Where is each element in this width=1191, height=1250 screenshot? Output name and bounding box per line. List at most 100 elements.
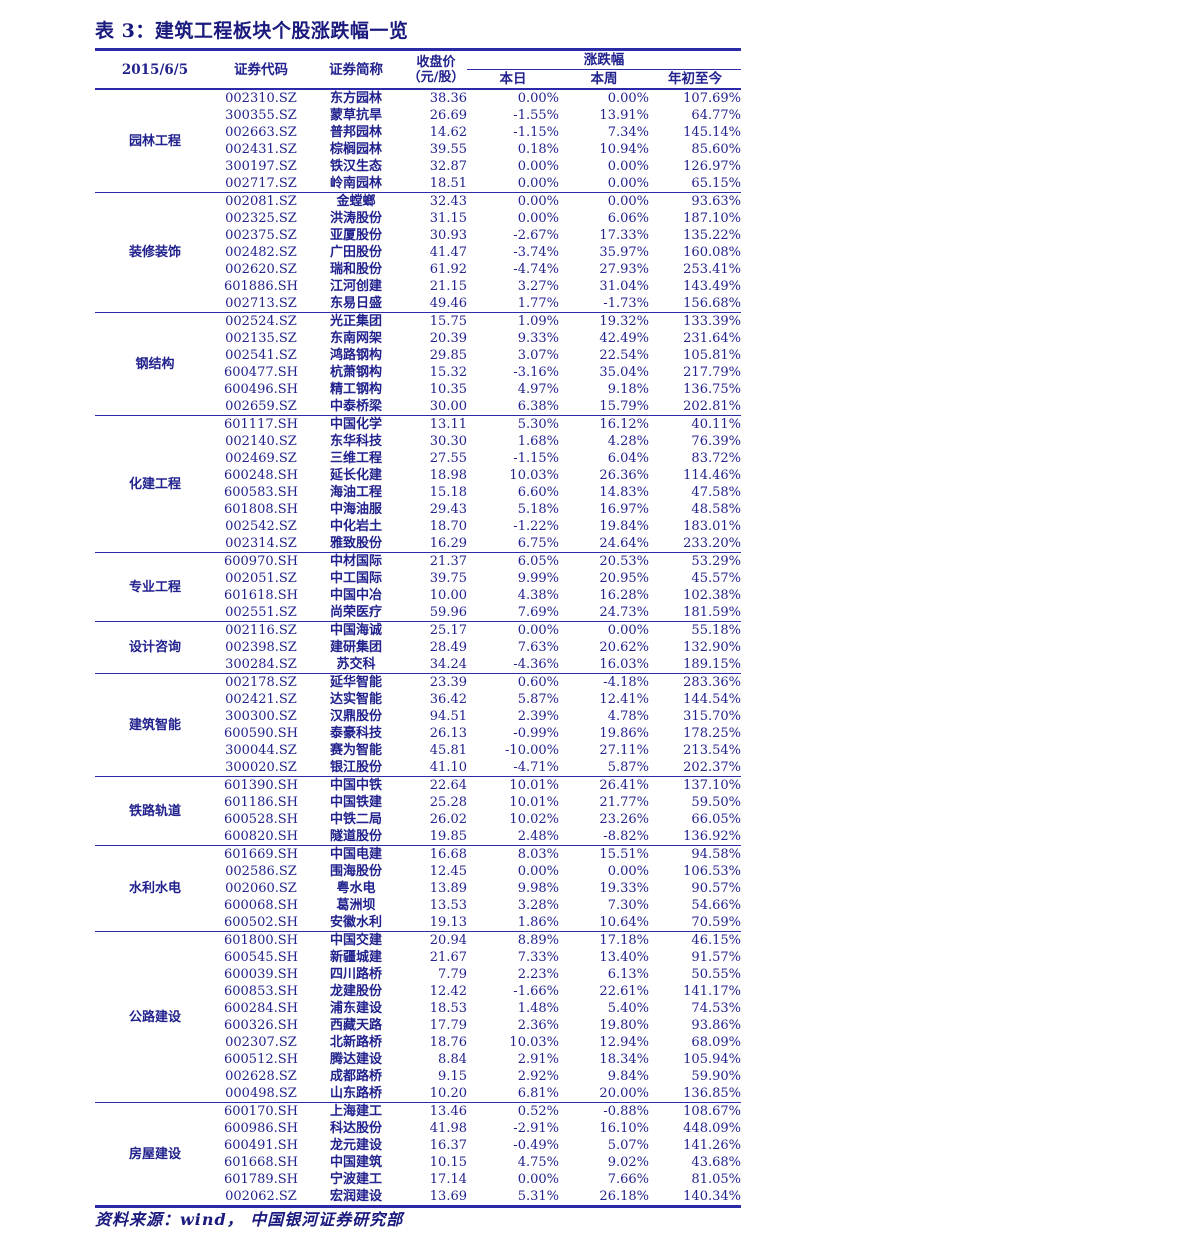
name-cell: 中化岩土 — [329, 519, 382, 534]
today-cell: 10.03% — [509, 1035, 559, 1050]
ytd-cell: 48.58% — [691, 502, 741, 517]
code-cell: 002310.SZ — [225, 91, 297, 106]
today-cell: -0.99% — [513, 726, 559, 741]
today-cell: 0.00% — [517, 211, 559, 226]
today-cell: 5.30% — [517, 417, 559, 432]
close-cell: 13.11 — [429, 417, 467, 432]
week-cell: -0.88% — [603, 1104, 649, 1119]
ytd-cell: 178.25% — [683, 726, 741, 741]
stock-row: 002398.SZ 建研集团 28.49 7.63% 20.62% 132.90% — [95, 639, 741, 656]
ytd-cell: 135.22% — [683, 228, 741, 243]
code-cell: 002620.SZ — [225, 262, 297, 277]
name-cell: 中国交建 — [329, 933, 382, 948]
close-cell: 39.55 — [429, 142, 467, 157]
name-cell: 东南网架 — [329, 331, 382, 346]
name-cell: 西藏天路 — [329, 1018, 382, 1033]
close-cell: 10.20 — [405, 1085, 467, 1103]
week-cell: 16.12% — [599, 417, 649, 432]
stock-row: 002542.SZ 中化岩土 18.70 -1.22% 19.84% 183.01% — [95, 518, 741, 535]
name-cell: 龙元建设 — [329, 1138, 382, 1153]
today-cell: -10.00% — [505, 743, 559, 758]
today-cell: 1.86% — [467, 914, 559, 932]
close-cell: 21.15 — [429, 279, 467, 294]
code-cell: 601789.SH — [223, 1172, 298, 1187]
name-cell: 海油工程 — [329, 485, 382, 500]
stock-row: 600496.SH 精工钢构 10.35 4.97% 9.18% 136.75% — [95, 381, 741, 398]
today-cell: 7.69% — [467, 604, 559, 622]
code-cell: 600496.SH — [223, 382, 298, 397]
today-cell: 10.01% — [509, 778, 559, 793]
week-cell: 35.04% — [599, 365, 649, 380]
name-cell: 葛洲坝 — [336, 898, 376, 913]
close-cell: 21.37 — [429, 554, 467, 569]
today-cell: 10.03% — [509, 468, 559, 483]
stock-row: 002551.SZ 尚荣医疗 59.96 7.69% 24.73% 181.59% — [95, 604, 741, 622]
ytd-cell: 59.90% — [691, 1069, 741, 1084]
today-cell: 6.81% — [467, 1085, 559, 1103]
category-cell: 公路建设 — [95, 931, 215, 1103]
close-cell: 94.51 — [429, 709, 467, 724]
code-cell: 600502.SH — [215, 914, 307, 932]
week-cell: 9.18% — [607, 382, 649, 397]
close-cell: 49.46 — [405, 295, 467, 313]
stock-row: 002541.SZ 鸿路钢构 29.85 3.07% 22.54% 105.81% — [95, 347, 741, 364]
week-cell: 26.18% — [559, 1188, 649, 1207]
code-cell: 002062.SZ — [215, 1188, 307, 1207]
stock-row: 002663.SZ 普邦园林 14.62 -1.15% 7.34% 145.14% — [95, 124, 741, 141]
name-cell: 银江股份 — [307, 759, 405, 777]
name-cell: 普邦园林 — [329, 125, 382, 140]
ytd-cell: 46.15% — [691, 933, 741, 948]
close-cell: 7.79 — [438, 967, 467, 982]
stock-row: 002375.SZ 亚厦股份 30.93 -2.67% 17.33% 135.22% — [95, 227, 741, 244]
close-cell: 13.69 — [405, 1188, 467, 1207]
name-cell: 汉鼎股份 — [329, 709, 382, 724]
close-cell: 25.28 — [429, 795, 467, 810]
today-cell: 0.60% — [517, 675, 559, 690]
stock-row: 300300.SZ 汉鼎股份 94.51 2.39% 4.78% 315.70% — [95, 708, 741, 725]
code-cell: 002586.SZ — [225, 864, 297, 879]
ytd-cell: 137.10% — [683, 778, 741, 793]
today-cell: 5.18% — [517, 502, 559, 517]
code-cell: 002542.SZ — [225, 519, 297, 534]
name-cell: 洪涛股份 — [329, 211, 382, 226]
ytd-cell: 105.94% — [683, 1052, 741, 1067]
code-cell: 601800.SH — [223, 933, 298, 948]
week-cell: 26.36% — [599, 468, 649, 483]
today-cell: -1.55% — [513, 108, 559, 123]
code-cell: 002482.SZ — [225, 245, 297, 260]
today-cell: -2.91% — [513, 1121, 559, 1136]
code-cell: 002081.SZ — [225, 194, 297, 209]
close-cell: 27.55 — [429, 451, 467, 466]
ytd-cell: 93.86% — [691, 1018, 741, 1033]
name-cell: 中国中冶 — [329, 588, 382, 603]
code-cell: 600590.SH — [223, 726, 298, 741]
close-cell: 13.46 — [429, 1104, 467, 1119]
ytd-cell: 53.29% — [691, 554, 741, 569]
stock-row: 600528.SH 中铁二局 26.02 10.02% 23.26% 66.05% — [95, 811, 741, 828]
code-cell: 300197.SZ — [225, 159, 297, 174]
ytd-cell: 448.09% — [683, 1121, 741, 1136]
ytd-cell: 114.46% — [683, 468, 741, 483]
code-cell: 300020.SZ — [215, 759, 307, 777]
week-cell: 20.53% — [599, 554, 649, 569]
code-cell: 002116.SZ — [225, 623, 297, 638]
today-cell: 8.03% — [517, 847, 559, 862]
stock-row: 600986.SH 科达股份 41.98 -2.91% 16.10% 448.09% — [95, 1120, 741, 1137]
close-cell: 45.81 — [429, 743, 467, 758]
category-cell: 建筑智能 — [95, 673, 215, 777]
name-cell: 中海油服 — [329, 502, 382, 517]
week-cell: 6.06% — [607, 211, 649, 226]
stock-row: 002062.SZ 宏润建设 13.69 5.31% 26.18% 140.34% — [95, 1188, 741, 1207]
stock-row: 装修装饰 002081.SZ 金螳螂 32.43 0.00% 0.00% 93.63% — [95, 192, 741, 313]
code-cell: 002060.SZ — [225, 881, 297, 896]
week-cell: 19.80% — [599, 1018, 649, 1033]
close-cell: 18.53 — [429, 1001, 467, 1016]
name-cell: 山东路桥 — [307, 1085, 405, 1103]
stock-row: 601668.SH 中国建筑 10.15 4.75% 9.02% 43.68% — [95, 1154, 741, 1171]
week-cell: 0.00% — [607, 864, 649, 879]
close-cell: 10.00 — [429, 588, 467, 603]
today-cell: 9.33% — [517, 331, 559, 346]
name-cell: 东方园林 — [329, 91, 382, 106]
close-cell: 18.70 — [429, 519, 467, 534]
